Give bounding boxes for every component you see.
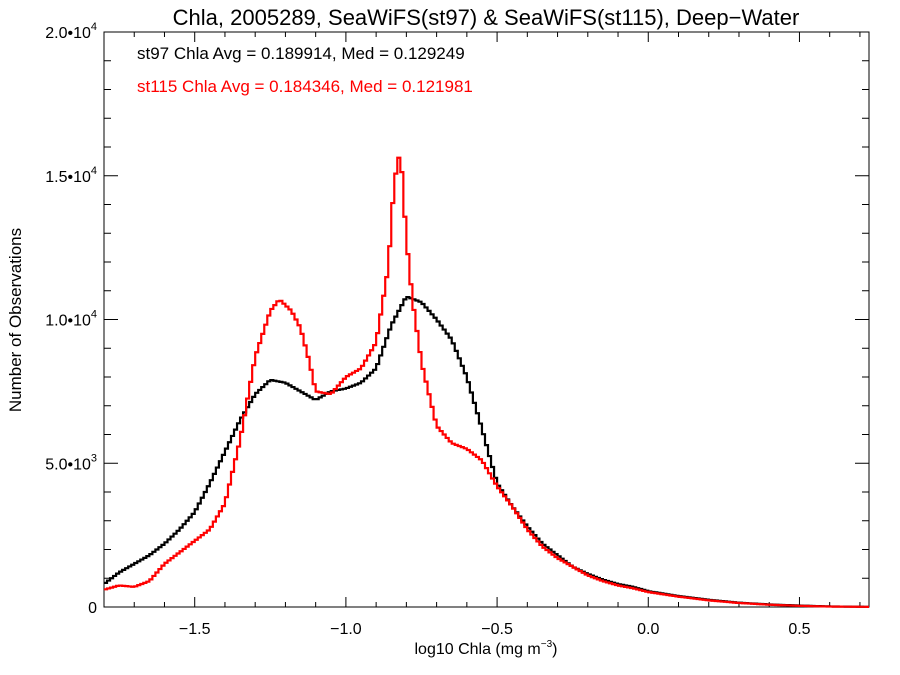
y-tick-label: 5.0•103 bbox=[45, 452, 97, 473]
y-tick-label-base: 0 bbox=[88, 600, 97, 617]
y-tick-label: 1.5•104 bbox=[45, 165, 97, 186]
y-tick-label-exponent: 4 bbox=[91, 21, 97, 33]
x-tick-label: 0.5 bbox=[788, 621, 810, 638]
y-tick-label-base: 2.0•10 bbox=[45, 25, 91, 42]
plot-frame bbox=[103, 31, 870, 608]
x-axis-label: log10 Chla (mg m−3) bbox=[414, 639, 557, 658]
series-group bbox=[104, 156, 869, 608]
chart-title: Chla, 2005289, SeaWiFS(st97) & SeaWiFS(s… bbox=[173, 5, 800, 30]
x-axis-ticks: −1.5 −1.0 −0.5 0.0 0.5 bbox=[103, 32, 861, 638]
y-tick-label: 2.0•104 bbox=[45, 21, 97, 42]
y-tick-label: 0 bbox=[88, 600, 97, 617]
st115-histogram-line bbox=[104, 156, 869, 608]
y-axis-label: Number of Observations bbox=[6, 228, 25, 412]
st97-annotation: st97 Chla Avg = 0.189914, Med = 0.129249 bbox=[137, 44, 465, 63]
x-tick-label: −1.0 bbox=[330, 621, 362, 638]
y-tick-label-exponent: 4 bbox=[91, 165, 97, 177]
y-tick-label-base: 5.0•10 bbox=[45, 456, 91, 473]
x-axis-label-superscript: −3 bbox=[541, 639, 553, 650]
y-tick-label-base: 1.0•10 bbox=[45, 313, 91, 330]
y-tick-label-base: 1.5•10 bbox=[45, 169, 91, 186]
st115-annotation: st115 Chla Avg = 0.184346, Med = 0.12198… bbox=[137, 77, 473, 96]
x-axis-label-tail: ) bbox=[552, 641, 557, 658]
x-tick-label: −0.5 bbox=[481, 621, 513, 638]
x-tick-label: 0.0 bbox=[637, 621, 659, 638]
x-tick-label: −1.5 bbox=[179, 621, 211, 638]
x-axis-label-main: log10 Chla (mg m bbox=[414, 641, 540, 658]
y-tick-label-exponent: 4 bbox=[91, 309, 97, 321]
y-tick-label-exponent: 3 bbox=[91, 452, 97, 464]
st97-histogram-line bbox=[104, 295, 869, 608]
y-tick-label: 1.0•104 bbox=[45, 309, 97, 330]
